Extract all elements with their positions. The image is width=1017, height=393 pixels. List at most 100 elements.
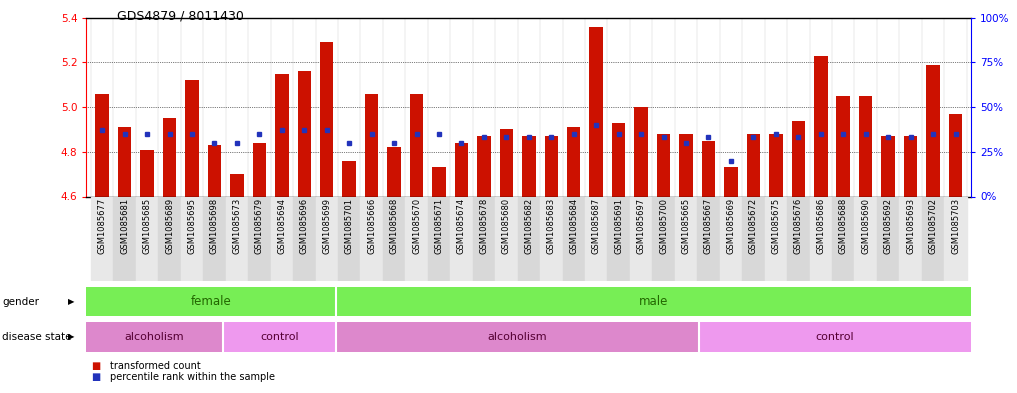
Bar <box>769 134 783 196</box>
Bar <box>854 196 877 281</box>
Bar <box>882 136 895 196</box>
Bar <box>223 322 336 352</box>
Bar <box>567 127 581 196</box>
Text: ■: ■ <box>92 372 101 382</box>
Bar <box>699 322 971 352</box>
Bar <box>271 196 293 281</box>
Text: alcoholism: alcoholism <box>488 332 547 342</box>
Bar <box>336 287 971 316</box>
Text: GSM1085666: GSM1085666 <box>367 198 376 254</box>
Text: GSM1085694: GSM1085694 <box>278 198 287 254</box>
Bar <box>343 161 356 196</box>
Bar <box>518 196 540 281</box>
Text: GSM1085678: GSM1085678 <box>479 198 488 254</box>
Text: ▶: ▶ <box>68 332 74 342</box>
Bar <box>652 196 675 281</box>
Text: male: male <box>639 295 668 308</box>
Text: GSM1085696: GSM1085696 <box>300 198 309 254</box>
Bar <box>585 196 607 281</box>
Text: GSM1085700: GSM1085700 <box>659 198 668 254</box>
Text: GSM1085689: GSM1085689 <box>165 198 174 254</box>
Text: ■: ■ <box>92 361 101 371</box>
Text: GSM1085685: GSM1085685 <box>142 198 152 254</box>
Text: GSM1085684: GSM1085684 <box>570 198 579 254</box>
Text: GSM1085688: GSM1085688 <box>839 198 848 254</box>
Text: GSM1085693: GSM1085693 <box>906 198 915 254</box>
Bar <box>724 167 737 196</box>
Bar <box>949 114 962 196</box>
Bar <box>428 196 451 281</box>
Text: GSM1085680: GSM1085680 <box>501 198 511 254</box>
Text: GSM1085683: GSM1085683 <box>547 198 556 254</box>
Bar <box>387 147 401 196</box>
Bar <box>921 196 945 281</box>
Text: GSM1085681: GSM1085681 <box>120 198 129 254</box>
Bar <box>455 143 468 196</box>
Bar <box>499 129 514 196</box>
Text: GSM1085682: GSM1085682 <box>525 198 533 254</box>
Bar <box>86 322 223 352</box>
Text: GSM1085667: GSM1085667 <box>704 198 713 254</box>
Text: GSM1085692: GSM1085692 <box>884 198 893 254</box>
Bar <box>679 134 693 196</box>
Text: GSM1085673: GSM1085673 <box>233 198 241 254</box>
Bar <box>859 96 873 196</box>
Bar <box>698 196 720 281</box>
Text: GSM1085674: GSM1085674 <box>457 198 466 254</box>
Bar <box>338 196 360 281</box>
Bar <box>226 196 248 281</box>
Bar <box>657 134 670 196</box>
Bar <box>159 196 181 281</box>
Bar <box>406 196 428 281</box>
Bar <box>113 196 136 281</box>
Text: GSM1085695: GSM1085695 <box>187 198 196 254</box>
Bar <box>432 167 445 196</box>
Bar <box>473 196 495 281</box>
Text: GSM1085675: GSM1085675 <box>771 198 780 254</box>
Text: GSM1085702: GSM1085702 <box>929 198 938 254</box>
Bar <box>540 196 562 281</box>
Bar <box>675 196 698 281</box>
Text: GSM1085665: GSM1085665 <box>681 198 691 254</box>
Text: GSM1085676: GSM1085676 <box>794 198 802 254</box>
Bar <box>293 196 315 281</box>
Bar <box>877 196 899 281</box>
Bar <box>791 121 805 196</box>
Bar <box>899 196 921 281</box>
Text: GSM1085697: GSM1085697 <box>637 198 646 254</box>
Bar <box>635 107 648 196</box>
Bar <box>814 56 828 196</box>
Bar <box>590 27 603 196</box>
Bar <box>136 196 159 281</box>
Text: control: control <box>816 332 854 342</box>
Text: GSM1085672: GSM1085672 <box>749 198 758 254</box>
Bar <box>248 196 271 281</box>
Bar <box>630 196 652 281</box>
Bar <box>185 80 198 196</box>
Bar <box>252 143 266 196</box>
Text: GSM1085699: GSM1085699 <box>322 198 332 254</box>
Bar <box>787 196 810 281</box>
Bar <box>810 196 832 281</box>
Bar <box>562 196 585 281</box>
Bar <box>702 141 715 196</box>
Bar <box>410 94 423 196</box>
Bar <box>203 196 226 281</box>
Bar <box>742 196 765 281</box>
Bar <box>336 322 699 352</box>
Text: GSM1085679: GSM1085679 <box>255 198 263 254</box>
Bar <box>91 196 113 281</box>
Bar <box>904 136 917 196</box>
Bar <box>230 174 244 196</box>
Bar <box>495 196 518 281</box>
Bar <box>320 42 334 196</box>
Bar <box>544 136 558 196</box>
Text: GSM1085687: GSM1085687 <box>592 198 601 254</box>
Bar <box>382 196 406 281</box>
Bar <box>832 196 854 281</box>
Text: percentile rank within the sample: percentile rank within the sample <box>110 372 275 382</box>
Text: GSM1085690: GSM1085690 <box>861 198 871 254</box>
Bar <box>163 118 176 196</box>
Bar <box>522 136 536 196</box>
Bar <box>477 136 490 196</box>
